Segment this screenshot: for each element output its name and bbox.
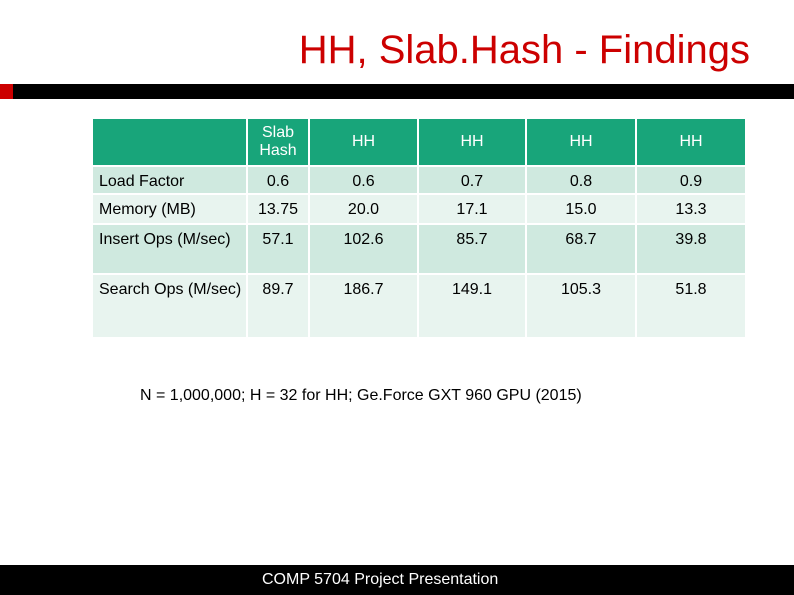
table-cell: 17.1: [417, 193, 527, 225]
table-cell: 85.7: [417, 223, 527, 275]
table-header-row: Slab Hash HH HH HH HH: [91, 117, 747, 167]
table-cell: 13.75: [246, 193, 310, 225]
findings-table: Slab Hash HH HH HH HH Load Factor 0.6 0.…: [91, 117, 747, 339]
table-cell: 0.6: [308, 165, 419, 195]
header-cell-hh: HH: [308, 117, 419, 167]
table-cell: 0.6: [246, 165, 310, 195]
row-label-memory: Memory (MB): [91, 193, 248, 225]
table-cell: 186.7: [308, 273, 419, 339]
table-cell: 57.1: [246, 223, 310, 275]
table-cell: 102.6: [308, 223, 419, 275]
table-cell: 39.8: [635, 223, 747, 275]
header-cell-empty: [91, 117, 248, 167]
table-row: Search Ops (M/sec) 89.7 186.7 149.1 105.…: [91, 273, 747, 339]
row-label-load-factor: Load Factor: [91, 165, 248, 195]
table-row: Memory (MB) 13.75 20.0 17.1 15.0 13.3: [91, 193, 747, 225]
header-cell-hh: HH: [417, 117, 527, 167]
header-cell-hh: HH: [525, 117, 637, 167]
slide-title: HH, Slab.Hash - Findings: [298, 28, 750, 72]
title-bar-accent: [0, 84, 13, 99]
header-cell-hh: HH: [635, 117, 747, 167]
table-cell: 0.7: [417, 165, 527, 195]
table-cell: 0.8: [525, 165, 637, 195]
table-cell: 13.3: [635, 193, 747, 225]
row-label-insert-ops: Insert Ops (M/sec): [91, 223, 248, 275]
table-cell: 0.9: [635, 165, 747, 195]
table-row: Load Factor 0.6 0.6 0.7 0.8 0.9: [91, 165, 747, 195]
table-cell: 105.3: [525, 273, 637, 339]
table-cell: 51.8: [635, 273, 747, 339]
table-row: Insert Ops (M/sec) 57.1 102.6 85.7 68.7 …: [91, 223, 747, 275]
table-cell: 89.7: [246, 273, 310, 339]
header-cell-slab-hash: Slab Hash: [246, 117, 310, 167]
row-label-search-ops: Search Ops (M/sec): [91, 273, 248, 339]
experiment-note: N = 1,000,000; H = 32 for HH; Ge.Force G…: [140, 387, 582, 404]
table-cell: 15.0: [525, 193, 637, 225]
table-cell: 149.1: [417, 273, 527, 339]
footer-text: COMP 5704 Project Presentation: [262, 571, 499, 588]
table-cell: 20.0: [308, 193, 419, 225]
title-underline-bar: [0, 84, 794, 99]
footer-bar: COMP 5704 Project Presentation: [0, 565, 794, 595]
table-cell: 68.7: [525, 223, 637, 275]
